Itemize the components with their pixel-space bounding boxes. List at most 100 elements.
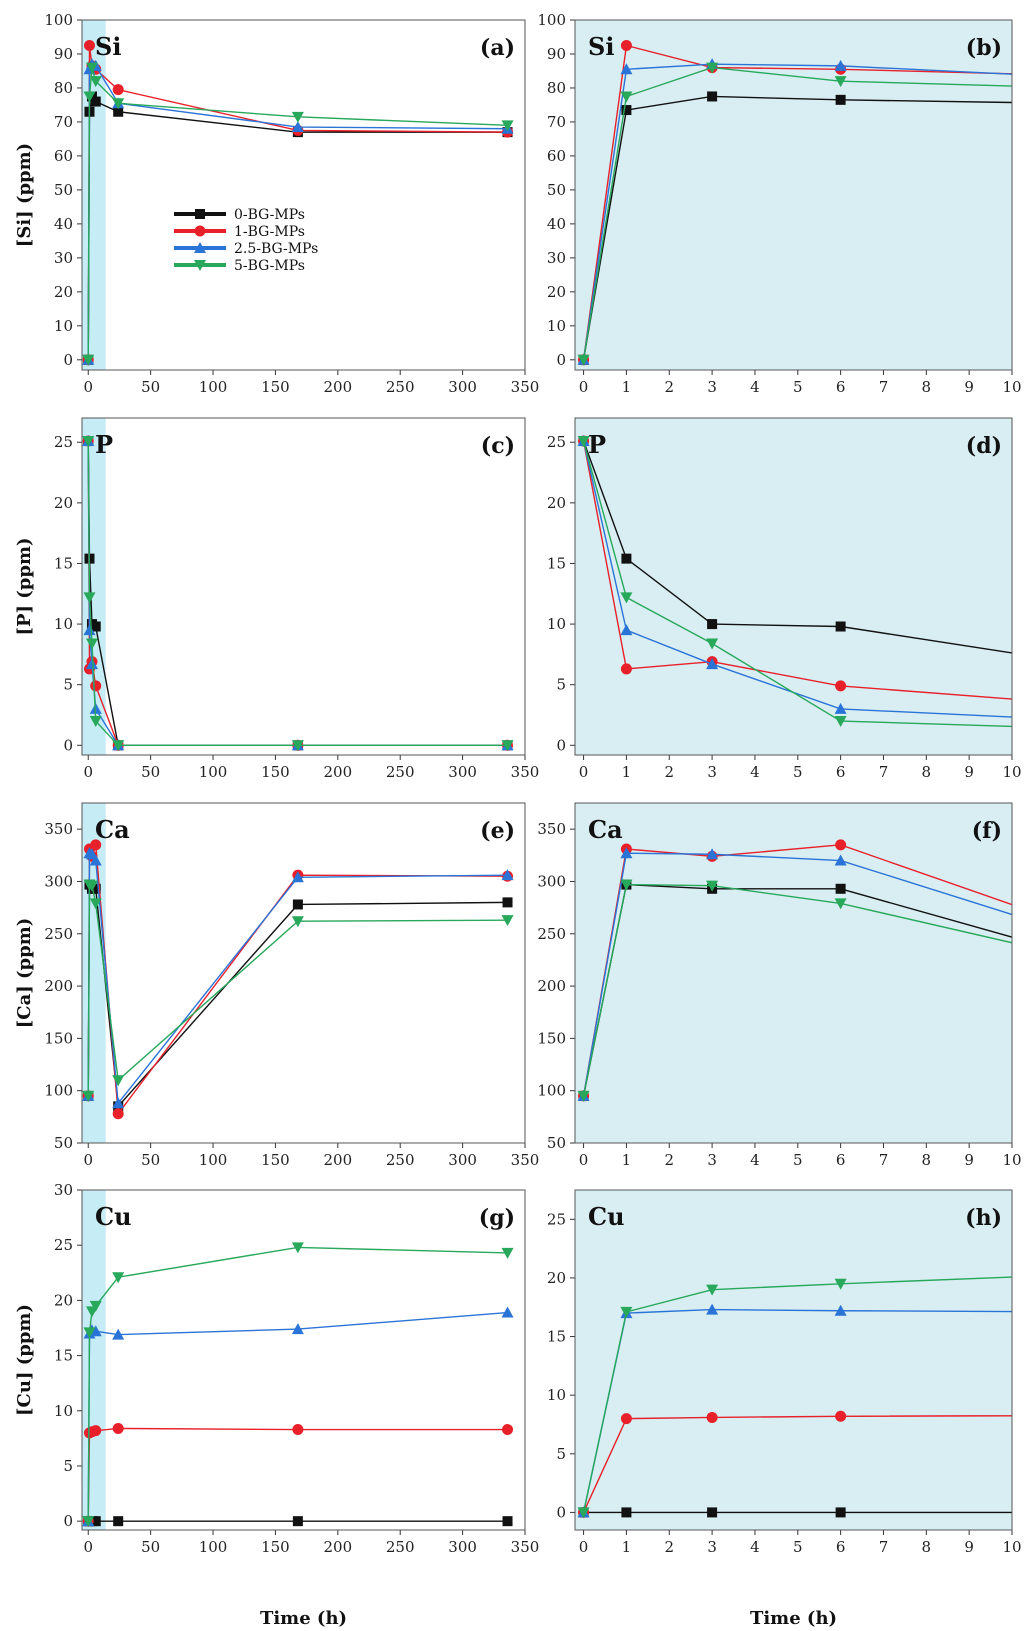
y-tick-label: 250	[537, 925, 566, 943]
x-tick-label: 9	[964, 378, 974, 396]
y-tick-label: 10	[54, 1402, 73, 1420]
x-tick-label: 6	[836, 378, 846, 396]
x-tick-label: 100	[199, 1151, 228, 1169]
plot-frame	[81, 19, 526, 371]
y-tick-label: 15	[547, 554, 566, 572]
x-tick-label: 250	[386, 1151, 415, 1169]
y-tick-label: 0	[556, 1503, 566, 1521]
x-tick-label: 2	[664, 763, 674, 781]
y-tick-label: 15	[54, 1347, 73, 1365]
plot-frame	[81, 802, 526, 1144]
x-tick-label: 8	[922, 1538, 932, 1556]
data-point	[112, 1272, 125, 1284]
data-point	[83, 624, 96, 636]
x-tick-label: 200	[323, 1151, 352, 1169]
x-tick-label: 300	[448, 378, 477, 396]
y-tick-label: 0	[63, 351, 73, 369]
data-point	[112, 98, 125, 110]
y-tick-label: 25	[547, 1210, 566, 1228]
data-point	[577, 354, 590, 366]
x-tick-label: 50	[141, 378, 160, 396]
x-tick-label: 350	[511, 1151, 540, 1169]
data-point	[291, 111, 304, 123]
data-point	[501, 915, 514, 927]
y-tick-label: 10	[54, 317, 73, 335]
data-point	[620, 63, 633, 75]
x-tick-label: 5	[793, 763, 803, 781]
panel-label: (b)	[966, 35, 1002, 61]
x-axis-label: Time (h)	[750, 1608, 837, 1629]
x-tick-label: 200	[323, 763, 352, 781]
x-tick-label: 5	[793, 378, 803, 396]
x-tick-label: 250	[386, 1538, 415, 1556]
data-point	[620, 1306, 633, 1318]
x-tick-label: 10	[1002, 1151, 1021, 1169]
data-point	[292, 1516, 303, 1527]
data-point	[90, 96, 101, 107]
data-point	[706, 848, 719, 860]
panel-label: (g)	[479, 1205, 515, 1231]
data-point	[82, 436, 95, 448]
y-tick-label: 0	[63, 736, 73, 754]
x-tick-label: 7	[879, 1538, 889, 1556]
x-tick-label: 0	[83, 1538, 93, 1556]
x-tick-label: 4	[750, 1151, 760, 1169]
x-tick-label: 5	[793, 1538, 803, 1556]
element-label: P	[588, 430, 606, 459]
data-point	[90, 680, 102, 692]
x-tick-label: 2	[664, 378, 674, 396]
x-tick-label: 10	[1002, 1538, 1021, 1556]
data-point	[835, 1410, 847, 1422]
panel-label: (h)	[965, 1205, 1002, 1231]
data-point	[835, 883, 846, 894]
x-tick-label: 0	[579, 763, 589, 781]
data-point	[82, 1516, 95, 1528]
x-tick-label: 4	[750, 378, 760, 396]
data-point	[621, 553, 632, 564]
series-line-1-BG-MPs	[87, 45, 508, 360]
panel-d: 0 1 2 3 4 5 6 7 8 9 10 0 5 10 15 20 25 P (d)	[547, 417, 1022, 781]
x-tick-label: 8	[922, 763, 932, 781]
data-point	[112, 1097, 125, 1109]
y-tick-label: 100	[44, 1082, 73, 1100]
plot-frame	[574, 19, 1013, 371]
data-point	[707, 1507, 718, 1518]
y-tick-label: 40	[547, 215, 566, 233]
element-label: P	[95, 430, 113, 459]
data-point	[620, 879, 633, 891]
y-tick-label: 50	[54, 181, 73, 199]
y-axis-label: [P] (ppm)	[14, 537, 35, 635]
data-point	[502, 1424, 514, 1436]
plot-area	[577, 39, 1012, 366]
x-tick-label: 150	[261, 1151, 290, 1169]
data-point	[620, 624, 633, 636]
data-point	[620, 592, 633, 604]
data-point	[502, 1516, 513, 1527]
shaded-region	[575, 20, 1012, 370]
data-point	[835, 1507, 846, 1518]
x-tick-label: 100	[199, 763, 228, 781]
panel-label: (d)	[966, 433, 1002, 459]
data-point	[112, 1108, 124, 1120]
data-point	[292, 1424, 304, 1436]
y-tick-label: 5	[63, 676, 73, 694]
data-point	[706, 638, 719, 650]
series-line-5-BG-MPs	[87, 1246, 508, 1522]
data-point	[577, 436, 590, 448]
data-point	[834, 1304, 847, 1316]
x-tick-label: 3	[707, 1538, 717, 1556]
x-tick-label: 3	[707, 378, 717, 396]
element-label: Ca	[588, 815, 623, 844]
y-axis-label: [Ca] (ppm)	[14, 918, 35, 1029]
data-point	[706, 1284, 719, 1296]
data-point	[620, 1413, 632, 1425]
y-tick-label: 20	[547, 1269, 566, 1287]
y-tick-label: 5	[556, 676, 566, 694]
legend-label: 2.5-BG-MPs	[234, 241, 318, 257]
x-tick-label: 6	[836, 1538, 846, 1556]
y-tick-label: 60	[54, 147, 73, 165]
shaded-region	[575, 803, 1012, 1143]
plot-frame	[574, 1189, 1013, 1531]
x-tick-label: 1	[622, 378, 632, 396]
plot-area	[577, 1276, 1012, 1519]
